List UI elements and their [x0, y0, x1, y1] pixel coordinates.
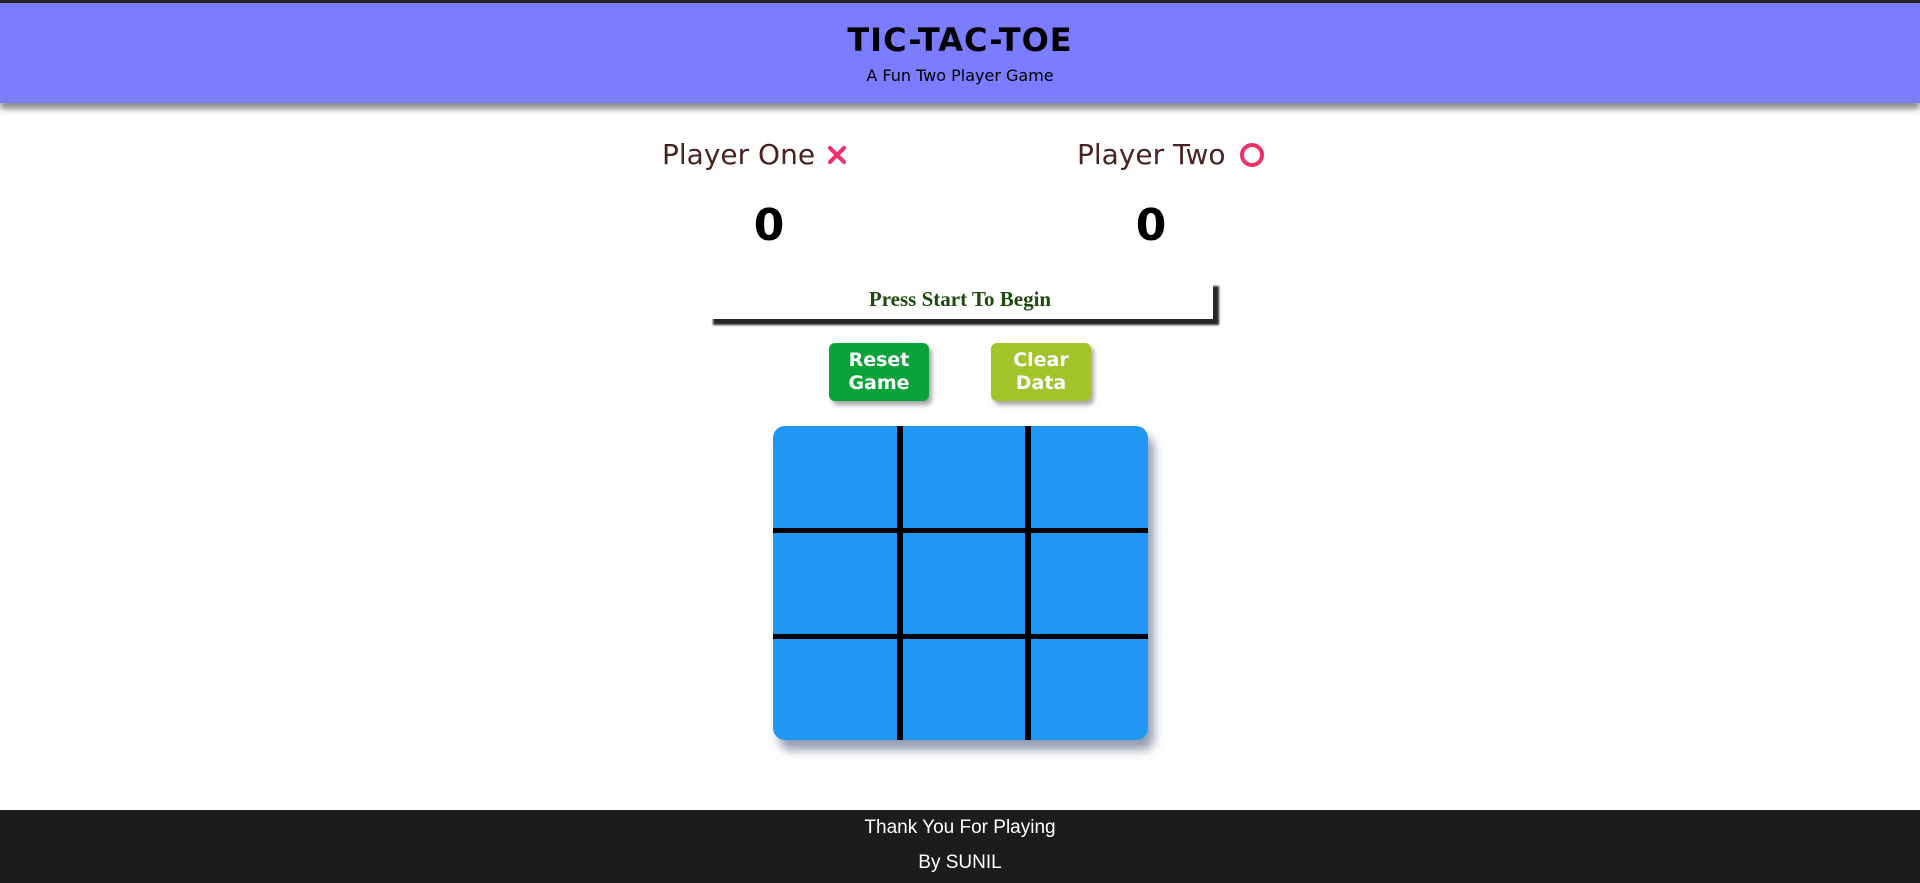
clear-data-button[interactable]: Clear Data: [991, 343, 1091, 401]
player-one-label: Player One: [662, 138, 847, 171]
player-one-name: Player One: [662, 138, 816, 171]
board-cell-2[interactable]: [903, 426, 1025, 528]
board-cell-6[interactable]: [1031, 533, 1148, 634]
top-border: [0, 0, 1920, 3]
player-two-score: 0: [1135, 200, 1167, 251]
x-icon: [827, 145, 847, 165]
board-cell-4[interactable]: [773, 533, 897, 634]
board-cell-7[interactable]: [773, 639, 897, 740]
player-two-label: Player Two: [1077, 138, 1264, 171]
page-subtitle: A Fun Two Player Game: [866, 66, 1054, 85]
board-cell-5[interactable]: [903, 533, 1025, 634]
status-message: Press Start To Begin: [707, 280, 1213, 319]
board-cell-8[interactable]: [903, 639, 1025, 740]
page-header: TIC-TAC-TOE A Fun Two Player Game: [0, 3, 1920, 103]
grid-line: [897, 426, 903, 740]
reset-game-button[interactable]: Reset Game: [829, 343, 929, 401]
board-cell-9[interactable]: [1031, 639, 1148, 740]
page-footer: Thank You For Playing By SUNIL: [0, 810, 1920, 883]
board-cell-1[interactable]: [773, 426, 897, 528]
grid-line: [773, 528, 1148, 533]
footer-thanks: Thank You For Playing: [864, 817, 1056, 838]
board-cell-3[interactable]: [1031, 426, 1148, 528]
grid-line: [1025, 426, 1031, 740]
footer-credit: By SUNIL: [918, 852, 1002, 873]
grid-line: [773, 634, 1148, 639]
page-title: TIC-TAC-TOE: [847, 21, 1073, 59]
player-one-score: 0: [753, 200, 785, 251]
player-two-name: Player Two: [1077, 138, 1226, 171]
o-icon: [1239, 142, 1264, 167]
game-board: [773, 426, 1148, 740]
